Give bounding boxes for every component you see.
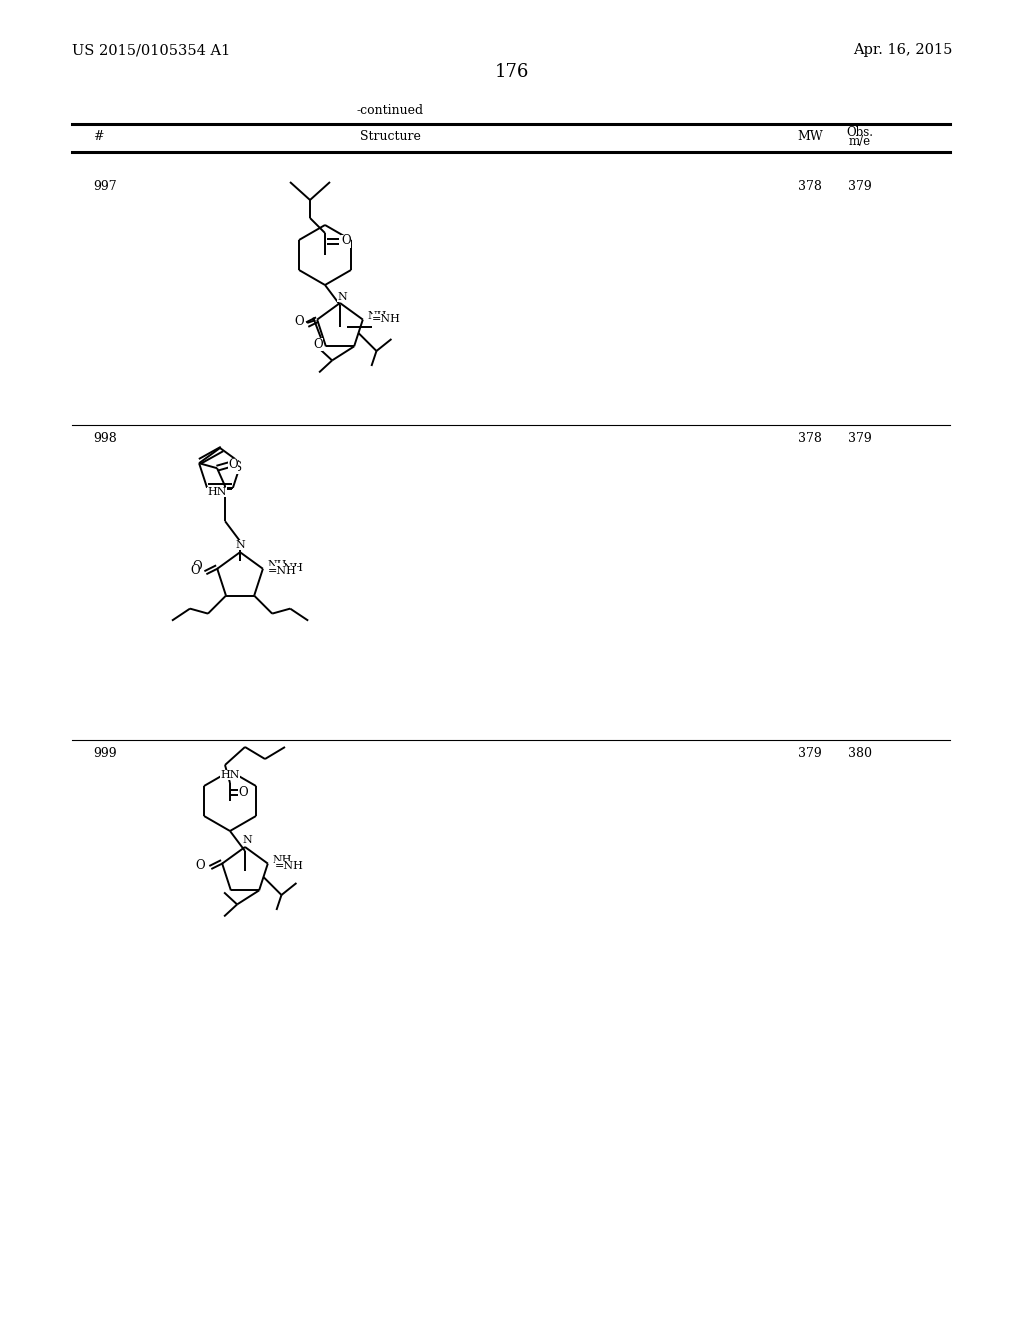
Text: Obs.: Obs.: [847, 125, 873, 139]
Text: 997: 997: [93, 180, 117, 193]
Text: 998: 998: [93, 432, 117, 445]
Text: 999: 999: [93, 747, 117, 760]
Text: O: O: [239, 785, 248, 799]
Text: O: O: [341, 235, 351, 248]
Text: =NH: =NH: [275, 861, 304, 871]
Text: HN: HN: [220, 770, 240, 780]
Text: Structure: Structure: [359, 131, 421, 144]
Text: =NH: =NH: [268, 566, 297, 577]
Text: 379: 379: [848, 180, 871, 193]
Text: O: O: [294, 315, 304, 329]
Text: US 2015/0105354 A1: US 2015/0105354 A1: [72, 44, 230, 57]
Text: O: O: [228, 458, 238, 471]
Text: N: N: [236, 540, 245, 550]
Text: 379: 379: [848, 432, 871, 445]
Text: 176: 176: [495, 63, 529, 81]
Text: 380: 380: [848, 747, 872, 760]
Text: HN: HN: [207, 487, 227, 498]
Text: Apr. 16, 2015: Apr. 16, 2015: [853, 44, 952, 57]
Text: S: S: [233, 461, 242, 474]
Text: MW: MW: [797, 131, 823, 144]
Text: N: N: [242, 836, 252, 845]
Text: =NH: =NH: [372, 314, 400, 323]
Text: NH: NH: [267, 560, 287, 570]
Text: m/e: m/e: [849, 136, 871, 149]
Text: -continued: -continued: [356, 103, 424, 116]
Text: O: O: [193, 560, 202, 573]
Text: =NH: =NH: [274, 564, 303, 573]
Text: O: O: [196, 859, 205, 873]
Text: NH: NH: [367, 310, 387, 321]
Text: NH: NH: [272, 854, 292, 865]
Text: 378: 378: [798, 180, 822, 193]
Text: O: O: [190, 564, 200, 577]
Text: #: #: [93, 131, 103, 144]
Text: N: N: [337, 292, 347, 302]
Text: O: O: [313, 338, 323, 351]
Text: 378: 378: [798, 432, 822, 445]
Text: 379: 379: [798, 747, 822, 760]
